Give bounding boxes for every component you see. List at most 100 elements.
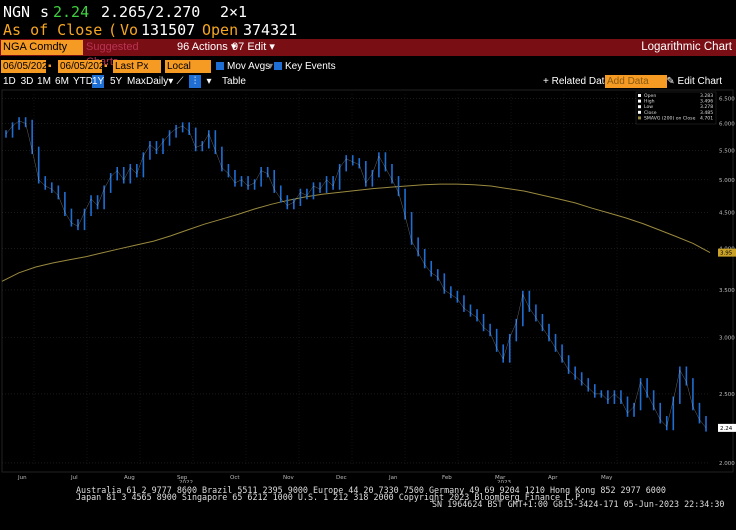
legend-box <box>635 91 717 125</box>
edit-chart-label: Edit Chart <box>677 76 722 87</box>
checkbox-icon <box>216 62 224 70</box>
actions-label: Actions <box>191 41 228 53</box>
edit-chart-button[interactable]: ✎ Edit Chart <box>666 75 722 88</box>
frequency-select[interactable]: Daily▾ <box>146 76 174 87</box>
axis-flags: 3.95 2.24 <box>718 248 736 432</box>
key-events-label: Key Events <box>285 61 336 72</box>
x-tick-label: Jan <box>388 475 398 481</box>
legend-swatch <box>638 116 641 120</box>
last-price-prefix: s <box>40 3 50 21</box>
frequency-label: Daily <box>146 76 169 87</box>
ma-value-flag <box>718 248 736 257</box>
moving-average-line <box>1 183 711 282</box>
legend-label: Open <box>644 93 656 99</box>
x-tick-label: Mar <box>495 475 506 481</box>
calendar-icon[interactable]: ▪ <box>48 61 52 72</box>
field-select[interactable]: Last Px <box>113 60 161 73</box>
last-price: 2.24 <box>53 3 90 21</box>
security-input[interactable]: NGA Comdty <box>1 40 83 55</box>
footer: Australia 61 2 9777 8600 Brazil 5511 239… <box>0 486 736 530</box>
chart-controls: 06/05/2023 ▪ 06/05/2023 ▪ Last Px Local … <box>0 59 736 85</box>
dropdown-icon[interactable]: ▾ <box>268 61 274 72</box>
x-axis: Jun Jul Aug Sep Oct Nov Dec Jan Feb Mar Apr May 2022… <box>17 475 613 483</box>
legend-swatch <box>638 105 641 109</box>
x-tick-label: Oct <box>230 475 240 481</box>
volume-value: 131507 <box>141 21 196 39</box>
more-icon[interactable]: ▾ <box>206 76 212 87</box>
year-label: 2022 <box>179 480 193 483</box>
price-series <box>5 117 707 432</box>
price-chart[interactable]: 2.0002.5003.0003.5004.0004.5005.0005.500… <box>0 88 736 483</box>
start-date-input[interactable]: 06/05/2023 <box>1 60 54 73</box>
price-wick-path <box>5 120 707 429</box>
chart-legend: Open 3.283 High 3.496 Low 3.278 Close 3.485 SMAV… <box>635 91 717 125</box>
period-6m[interactable]: 6M <box>55 76 69 87</box>
bid-ask-size: 2×1 <box>220 3 248 21</box>
y-tick-label: 2.500 <box>719 392 735 398</box>
legend-swatch <box>638 94 641 97</box>
plus-icon: + <box>543 76 549 87</box>
legend-value: 3.485 <box>700 110 713 116</box>
y-tick-label: 5.500 <box>719 148 735 154</box>
function-toolbar: NGA Comdty Suggested Charts 96 Actions ▾… <box>0 39 736 68</box>
legend-label: Close <box>644 110 657 116</box>
y-tick-label: 6.000 <box>719 121 735 127</box>
price-value-flag <box>718 423 736 432</box>
x-tick-label: Apr <box>548 475 558 481</box>
add-data-input[interactable]: Add Data <box>605 75 667 88</box>
actions-menu[interactable]: 96 Actions ▾ <box>177 40 236 55</box>
calendar-icon[interactable]: ▪ <box>104 61 108 72</box>
y-axis: 2.0002.5003.0003.5004.0004.5005.0005.500… <box>719 97 735 467</box>
x-tick-label: Sep <box>177 475 188 481</box>
suggested-charts-label: Suggested Charts <box>86 41 139 68</box>
volume-label: Vo <box>120 21 139 39</box>
edit-label: Edit <box>247 41 267 53</box>
legend-value: 4.701 <box>700 115 713 121</box>
chart-grid <box>1 89 734 473</box>
x-tick-label: Aug <box>124 475 135 481</box>
legend-value: 3.283 <box>700 93 713 99</box>
period-selector: 1D 3D 1M 6M YTD 1Y 5Y Max Daily▾ ⟋ ⫶ ▾ Table + … <box>0 75 736 88</box>
period-5y[interactable]: 5Y <box>110 76 123 87</box>
edit-menu[interactable]: 97 Edit ▾ <box>232 40 275 55</box>
edit-number: 97 <box>232 41 245 53</box>
period-1y[interactable]: 1Y <box>92 75 105 88</box>
suggested-charts-button[interactable]: Suggested Charts <box>86 40 174 68</box>
bar-chart-icon[interactable]: ⫶ <box>189 75 201 88</box>
legend-label: SMAVG (200) on Close <box>644 115 696 121</box>
legend-value: 3.278 <box>700 104 713 110</box>
end-date-input[interactable]: 06/05/2023 <box>58 60 111 73</box>
period-max[interactable]: Max <box>127 76 146 87</box>
bid-ask: 2.265/2.270 <box>101 3 201 21</box>
chart-title: Logarithmic Chart <box>641 41 732 53</box>
year-label: 2023 <box>497 480 511 483</box>
mov-avgs-label: Mov Avgs <box>227 61 271 72</box>
period-3d[interactable]: 3D <box>20 76 34 87</box>
key-events-toggle[interactable]: Key Events <box>274 59 336 74</box>
ticker-line: NGN s 2.24 2.265/2.270 2×1 <box>0 3 736 21</box>
ma-flag-text: 3.95 <box>720 251 733 257</box>
period-ytd[interactable]: YTD <box>73 76 93 87</box>
x-tick-label: Jul <box>70 475 78 481</box>
footer-contacts: Australia 61 2 9777 8600 Brazil 5511 239… <box>76 485 666 495</box>
open-label: Open <box>202 21 239 39</box>
ticker-symbol: NGN <box>3 3 31 21</box>
line-chart-icon[interactable]: ⟋ <box>176 76 184 87</box>
as-of-close: As of Close <box>3 21 103 39</box>
x-tick-label: Jun <box>17 475 27 481</box>
legend-swatch <box>638 99 641 103</box>
legend-swatch <box>638 110 641 114</box>
status-line: As of Close ( Vo 131507 Open 374321 <box>0 21 736 39</box>
related-data-label: Related Data <box>551 76 610 87</box>
x-tick-label: May <box>601 475 613 481</box>
y-tick-label: 3.000 <box>719 336 735 342</box>
chevron-down-icon: ▾ <box>230 41 237 53</box>
y-tick-label: 2.000 <box>719 461 735 467</box>
table-button[interactable]: Table <box>222 76 246 87</box>
actions-number: 96 <box>177 41 190 53</box>
legend-value: 3.496 <box>700 99 713 105</box>
mov-avgs-toggle[interactable]: Mov Avgs <box>216 59 270 74</box>
currency-select[interactable]: Local CCY <box>165 60 211 85</box>
period-1m[interactable]: 1M <box>37 76 51 87</box>
period-1d[interactable]: 1D <box>3 76 16 87</box>
